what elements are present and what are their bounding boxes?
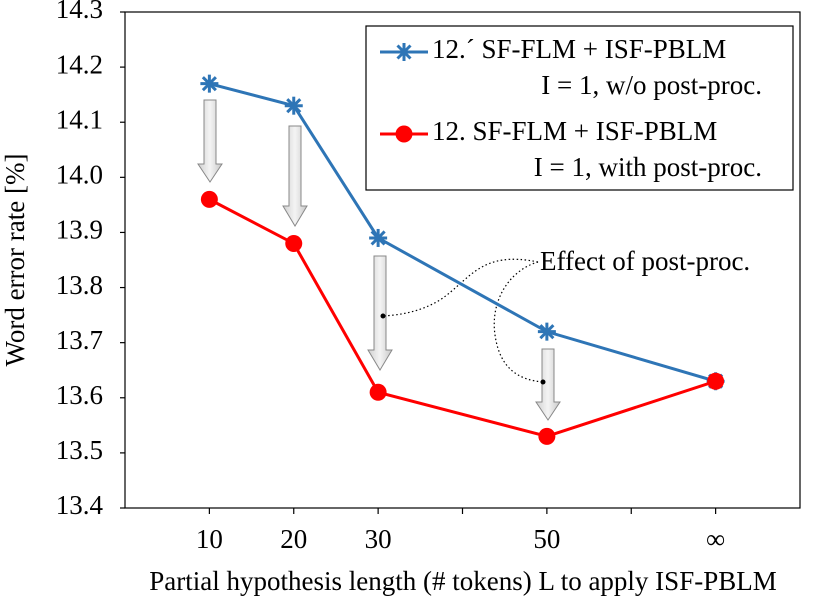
asterisk-stroke — [539, 324, 555, 340]
asterisk-stroke — [396, 44, 412, 60]
y-tick-label: 13.9 — [56, 215, 103, 245]
point — [395, 125, 413, 143]
legend-label: 12.´ SF-FLM + ISF-PBLM — [432, 34, 726, 64]
asterisk-stroke — [201, 76, 217, 92]
y-tick-label: 14.1 — [56, 104, 103, 134]
arrows — [197, 99, 561, 421]
x-tick-label: 50 — [533, 524, 560, 554]
point — [369, 228, 388, 247]
point — [200, 190, 218, 208]
point — [369, 383, 387, 401]
asterisk-stroke — [286, 98, 302, 114]
legend-box — [365, 25, 794, 191]
point — [200, 74, 219, 93]
point — [537, 322, 556, 341]
x-tick-label: 20 — [280, 524, 307, 554]
point — [538, 427, 556, 445]
annotation-leaders — [382, 258, 544, 383]
legend-label: 12. SF-FLM + ISF-PBLM — [432, 116, 717, 146]
point — [285, 234, 303, 252]
y-tick-label: 13.6 — [56, 380, 103, 410]
y-tick-label: 14.0 — [56, 160, 103, 190]
x-tick-label: 30 — [365, 524, 392, 554]
leader-dot — [380, 313, 386, 319]
point — [707, 372, 725, 390]
y-tick-label: 13.8 — [56, 270, 103, 300]
y-tick-label: 13.4 — [56, 490, 104, 520]
series-line — [208, 198, 717, 438]
point — [284, 96, 303, 115]
point — [395, 43, 413, 61]
annotation: Effect of post-proc. — [540, 246, 750, 276]
legend-detail: I = 1, w/o post-proc. — [541, 70, 762, 100]
y-tick-label: 14.2 — [56, 49, 103, 79]
y-tick-label: 13.7 — [56, 325, 103, 355]
legend-detail: I = 1, with post-proc. — [534, 152, 762, 182]
x-tick-label: ∞ — [706, 524, 725, 554]
y-axis-label: Word error rate [%] — [0, 154, 30, 367]
y-tick-label: 13.5 — [56, 435, 103, 465]
leader-dot — [540, 379, 546, 385]
x-axis-label: Partial hypothesis length (# tokens) L t… — [149, 566, 776, 596]
y-tick-label: 14.3 — [56, 0, 103, 24]
x-tick-label: 10 — [196, 524, 223, 554]
asterisk-stroke — [370, 230, 386, 246]
